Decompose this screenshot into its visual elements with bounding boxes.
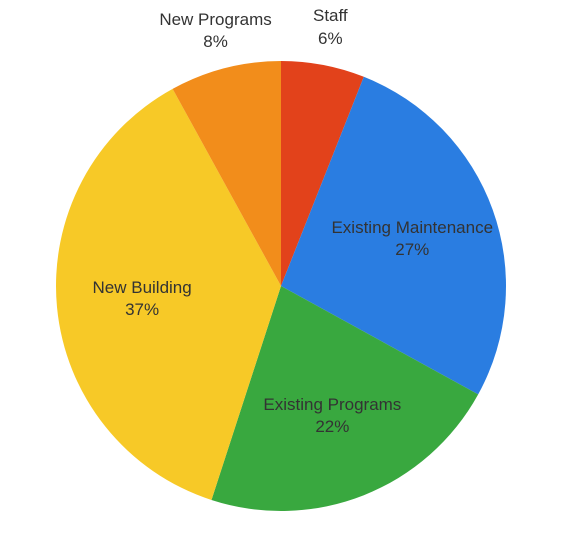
slice-label-pct: 6% <box>313 27 348 49</box>
slice-label-text: Existing Programs <box>263 394 401 416</box>
slice-label-text: Existing Maintenance <box>331 217 493 239</box>
pie-chart: Staff6% Existing Maintenance27% Existing P… <box>0 0 563 552</box>
slice-label-pct: 27% <box>331 239 493 261</box>
slice-label-text: Staff <box>313 5 348 27</box>
slice-label-pct: 22% <box>263 416 401 438</box>
slice-label-pct: 8% <box>159 31 271 53</box>
slice-label-pct: 37% <box>92 299 191 321</box>
pie-slice-label: Existing Maintenance27% <box>331 217 493 261</box>
pie-svg <box>0 0 563 552</box>
pie-slice-label: Staff6% <box>313 5 348 49</box>
slice-label-text: New Building <box>92 277 191 299</box>
pie-slice-label: New Building37% <box>92 277 191 321</box>
pie-slice-label: Existing Programs22% <box>263 394 401 438</box>
pie-slice-label: New Programs8% <box>159 9 271 53</box>
slice-label-text: New Programs <box>159 9 271 31</box>
